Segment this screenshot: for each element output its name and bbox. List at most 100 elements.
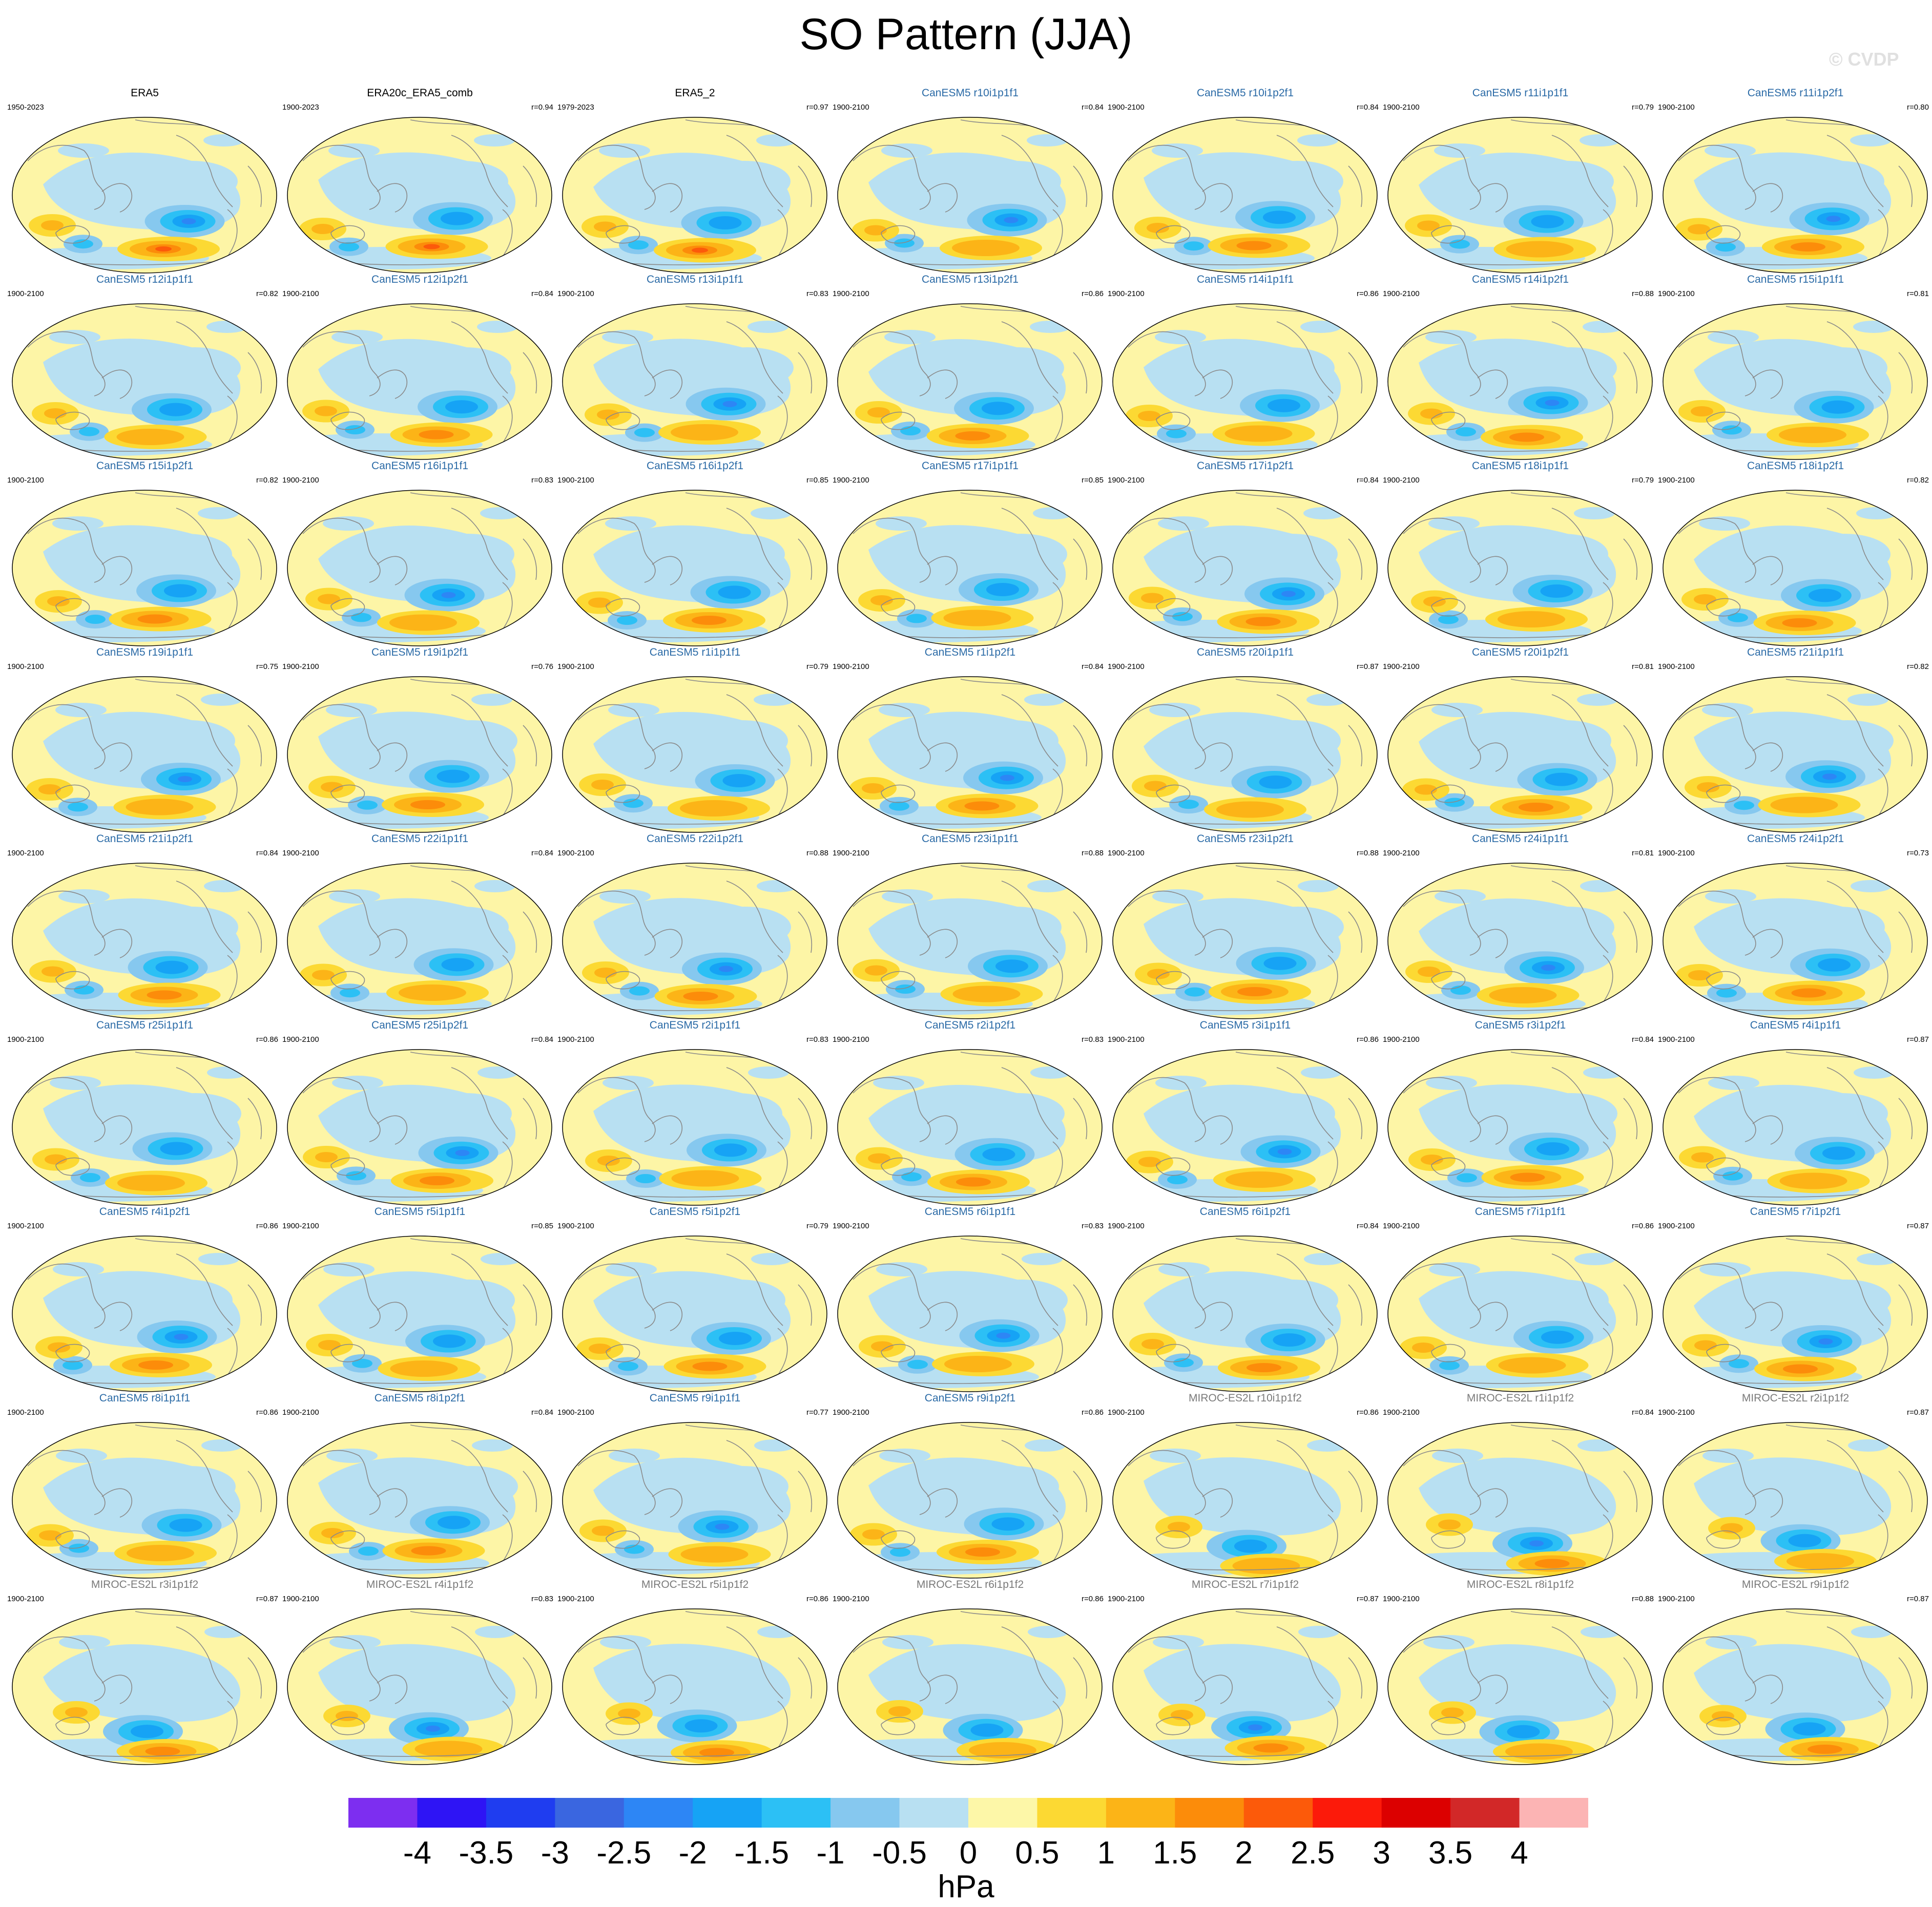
- anomaly-center-negative: [624, 1544, 645, 1554]
- coastline: [1678, 704, 1756, 769]
- coastline: [1202, 183, 1233, 213]
- anomaly-center-positive: [47, 596, 70, 606]
- coastline: [1202, 1302, 1233, 1331]
- panel-title: CanESM5 r9i1p1f1: [649, 1392, 741, 1404]
- map-outline: [562, 303, 827, 460]
- panel-title: CanESM5 r8i1p2f1: [374, 1392, 466, 1404]
- anomaly-center-negative: [628, 240, 649, 250]
- anomaly-center-positive: [588, 597, 611, 608]
- anomaly-center-negative: [155, 960, 189, 974]
- panel-title: CanESM5 r10i1p1f1: [921, 87, 1019, 99]
- coastline: [726, 1067, 783, 1140]
- anomaly-region-light-blue: [1850, 134, 1891, 146]
- anomaly-center-negative: [1166, 429, 1187, 438]
- anomaly-center-positive: [1147, 969, 1170, 979]
- anomaly-center-negative: [426, 1725, 440, 1732]
- map-outline: [562, 863, 827, 1019]
- coastline: [1898, 352, 1913, 394]
- anomaly-region-light-blue: [477, 1066, 518, 1079]
- panel-title: CanESM5 r19i1p1f1: [96, 646, 194, 658]
- so-pattern-map: [837, 1235, 1103, 1392]
- coastline: [853, 1077, 931, 1142]
- colorbar-swatch: [1037, 1798, 1107, 1828]
- coastline: [1276, 1626, 1334, 1699]
- anomaly-center-positive: [865, 965, 887, 976]
- so-pattern-map: [1663, 863, 1928, 1019]
- map-panel: ERA5 1950-2023: [7, 87, 282, 274]
- panel-title: CanESM5 r1i1p1f1: [649, 646, 741, 658]
- colorbar-swatch: [968, 1798, 1037, 1828]
- map-outline: [1663, 1049, 1928, 1206]
- so-pattern-map: [12, 490, 277, 646]
- map-panel: CanESM5 r13i1p1f1 1900-2100 r=0.83: [557, 274, 833, 460]
- anomaly-center-negative: [358, 1546, 379, 1556]
- map-panel: CanESM5 r19i1p2f1 1900-2100 r=0.76: [282, 646, 557, 833]
- anomaly-center-negative: [164, 584, 197, 598]
- anomaly-center-positive: [1783, 1364, 1818, 1374]
- coastline: [798, 1284, 813, 1326]
- coastline: [55, 1157, 90, 1176]
- anomaly-center-positive: [1770, 797, 1838, 813]
- anomaly-region-light-blue: [49, 330, 100, 344]
- coastline: [1001, 1626, 1058, 1699]
- coastline: [1073, 1657, 1088, 1699]
- anomaly-center-negative: [714, 1143, 747, 1157]
- coastline: [27, 144, 106, 210]
- coastline: [302, 1636, 381, 1702]
- map-outline: [837, 117, 1103, 274]
- anomaly-region-light-blue: [1252, 907, 1344, 948]
- panel-years: 1900-2100: [833, 476, 869, 485]
- map-panel: CanESM5 r3i1p2f1 1900-2100 r=0.84: [1383, 1019, 1658, 1206]
- anomaly-center-negative: [85, 615, 106, 624]
- panel-correlation: r=0.79: [1632, 476, 1654, 485]
- anomaly-center-positive: [692, 247, 708, 253]
- coastline: [1551, 1253, 1609, 1326]
- map-outline: [287, 863, 552, 1019]
- coastline: [1202, 1115, 1233, 1145]
- anomaly-region-light-blue: [757, 880, 798, 892]
- anomaly-region-light-blue: [876, 516, 927, 531]
- panel-years: 1900-2100: [7, 1408, 44, 1417]
- panel-years: 1900-2100: [1383, 849, 1420, 857]
- map-outline: [12, 863, 277, 1019]
- anomaly-center-positive: [44, 408, 67, 418]
- coastline: [247, 1657, 262, 1699]
- anomaly-center-negative: [1234, 1539, 1267, 1553]
- coastline: [1001, 508, 1058, 580]
- coastline: [1001, 1440, 1058, 1513]
- coastline: [1898, 1284, 1913, 1326]
- anomaly-center-positive: [955, 431, 990, 441]
- coastline: [1276, 135, 1334, 207]
- anomaly-region-light-blue: [207, 1066, 248, 1079]
- map-outline: [1663, 303, 1928, 460]
- coastline: [1128, 517, 1206, 583]
- anomaly-center-positive: [414, 1741, 483, 1757]
- anomaly-region-light-blue: [332, 1076, 383, 1090]
- anomaly-region-light-blue: [751, 507, 792, 519]
- panel-title: CanESM5 r14i1p2f1: [1471, 274, 1569, 285]
- coastline: [523, 165, 537, 207]
- anomaly-region-light-blue: [696, 720, 788, 761]
- anomaly-center-positive: [116, 429, 184, 445]
- anomaly-region-light-blue: [696, 1466, 788, 1507]
- coastline: [798, 1471, 813, 1513]
- panel-title: CanESM5 r2i1p1f1: [649, 1019, 741, 1031]
- coastline: [577, 890, 656, 956]
- anomaly-region-light-blue: [969, 907, 1062, 948]
- anomaly-center-positive: [867, 407, 890, 417]
- anomaly-center-negative: [160, 1142, 193, 1156]
- map-panel: MIROC-ES2L r2i1p1f2 1900-2100 r=0.87: [1658, 1392, 1932, 1579]
- coastline: [1678, 1263, 1756, 1329]
- panel-title: MIROC-ES2L r9i1p1f2: [1741, 1579, 1850, 1590]
- panel-correlation: r=0.88: [1632, 1595, 1654, 1603]
- coastline: [1706, 784, 1741, 803]
- anomaly-region-light-blue: [966, 720, 1058, 761]
- coastline: [101, 742, 133, 772]
- coastline: [330, 598, 365, 617]
- coastline: [1403, 144, 1481, 210]
- panel-years: 1900-2100: [282, 849, 319, 857]
- coastline: [798, 352, 813, 394]
- so-pattern-map: [837, 117, 1103, 274]
- anomaly-center-positive: [312, 970, 335, 980]
- coastline: [1477, 183, 1508, 213]
